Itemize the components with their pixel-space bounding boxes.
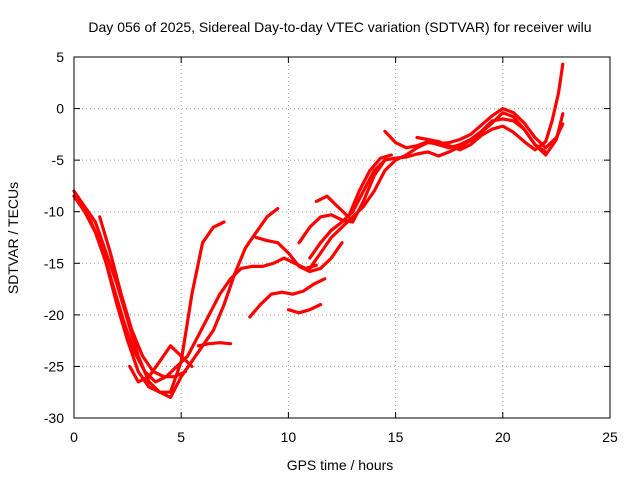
series-line-4 <box>98 215 188 379</box>
y-tick-label: 0 <box>56 101 64 117</box>
series-line-5 <box>128 344 194 384</box>
series-line-15 <box>415 62 565 152</box>
y-tick-label: -15 <box>44 255 64 271</box>
series-line-9 <box>286 302 323 315</box>
grid-lines <box>74 57 610 418</box>
series-line-8 <box>248 277 327 319</box>
y-tick-label: -5 <box>52 152 65 168</box>
chart-title: Day 056 of 2025, Sidereal Day-to-day VTE… <box>88 19 591 35</box>
y-axis-label: SDTVAR / TECUs <box>5 182 21 294</box>
axis-ticks: 0 5 10 15 20 25 -30 -25 -20 -15 -10 -5 0 5 <box>44 49 618 445</box>
x-tick-label: 15 <box>388 429 404 445</box>
y-tick-label: -20 <box>44 307 64 323</box>
series-line-6 <box>196 341 233 348</box>
series-line-7 <box>254 235 344 274</box>
y-tick-label: 5 <box>56 49 64 65</box>
x-tick-label: 20 <box>495 429 511 445</box>
series-line-11 <box>314 153 393 219</box>
x-tick-label: 10 <box>281 429 297 445</box>
series-line-12 <box>308 111 548 260</box>
x-tick-label: 5 <box>177 429 185 445</box>
data-series <box>72 62 565 399</box>
series-line-14 <box>383 112 565 157</box>
x-axis-label: GPS time / hours <box>287 457 394 473</box>
plot-frame <box>73 56 611 419</box>
x-tick-label: 0 <box>70 429 78 445</box>
y-tick-label: -25 <box>44 358 64 374</box>
series-line-3 <box>78 201 318 384</box>
y-tick-label: -10 <box>44 204 64 220</box>
series-line-2 <box>72 189 280 399</box>
x-tick-label: 25 <box>602 429 618 445</box>
y-tick-label: -30 <box>44 410 64 426</box>
